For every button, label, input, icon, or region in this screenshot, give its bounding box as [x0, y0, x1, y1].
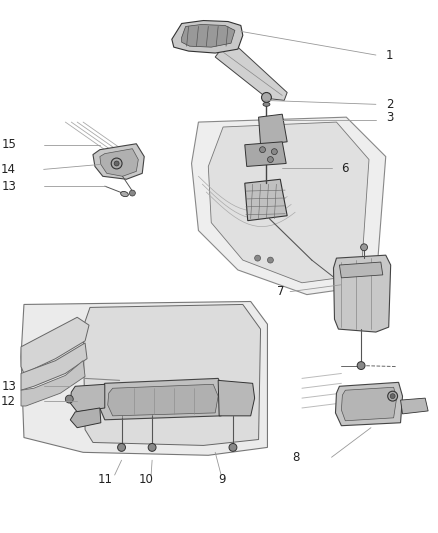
Polygon shape	[341, 387, 396, 421]
Ellipse shape	[360, 244, 367, 251]
Polygon shape	[258, 114, 287, 145]
Text: 12: 12	[1, 394, 16, 408]
Polygon shape	[100, 149, 138, 176]
Polygon shape	[336, 382, 403, 426]
Polygon shape	[21, 302, 268, 455]
Ellipse shape	[111, 158, 122, 169]
Text: 11: 11	[97, 473, 112, 487]
Polygon shape	[99, 378, 225, 420]
Text: 15: 15	[1, 138, 16, 151]
Polygon shape	[21, 343, 87, 390]
Text: 13: 13	[1, 380, 16, 393]
Ellipse shape	[268, 257, 273, 263]
Polygon shape	[70, 384, 105, 412]
Text: 9: 9	[218, 473, 226, 487]
Ellipse shape	[120, 191, 128, 197]
Text: 2: 2	[386, 98, 393, 111]
Ellipse shape	[65, 395, 73, 403]
Ellipse shape	[260, 147, 265, 152]
Text: 8: 8	[292, 451, 300, 464]
Polygon shape	[339, 262, 383, 278]
Text: 6: 6	[341, 162, 349, 175]
Polygon shape	[400, 398, 428, 414]
Polygon shape	[245, 142, 286, 166]
Text: 14: 14	[1, 163, 16, 176]
Polygon shape	[70, 408, 101, 427]
Polygon shape	[333, 255, 391, 332]
Ellipse shape	[148, 443, 156, 451]
Polygon shape	[21, 361, 85, 406]
Text: 7: 7	[277, 285, 285, 298]
Polygon shape	[93, 144, 144, 179]
Ellipse shape	[268, 157, 273, 163]
Ellipse shape	[357, 361, 365, 369]
Polygon shape	[191, 117, 386, 295]
Ellipse shape	[118, 443, 126, 451]
Ellipse shape	[390, 394, 395, 399]
Ellipse shape	[130, 190, 135, 196]
Polygon shape	[208, 122, 369, 283]
Polygon shape	[245, 179, 287, 221]
Polygon shape	[215, 47, 287, 100]
Ellipse shape	[388, 391, 398, 401]
Text: 1: 1	[386, 49, 393, 61]
Ellipse shape	[254, 255, 261, 261]
Polygon shape	[218, 381, 254, 416]
Ellipse shape	[272, 149, 277, 155]
Ellipse shape	[263, 102, 270, 106]
Polygon shape	[83, 304, 261, 446]
Ellipse shape	[114, 161, 119, 166]
Ellipse shape	[261, 93, 272, 102]
Polygon shape	[21, 317, 89, 374]
Text: 3: 3	[386, 111, 393, 124]
Text: 10: 10	[139, 473, 154, 487]
Polygon shape	[182, 25, 235, 47]
Polygon shape	[172, 21, 243, 53]
Text: 13: 13	[1, 180, 16, 192]
Polygon shape	[108, 384, 218, 416]
Ellipse shape	[229, 443, 237, 451]
